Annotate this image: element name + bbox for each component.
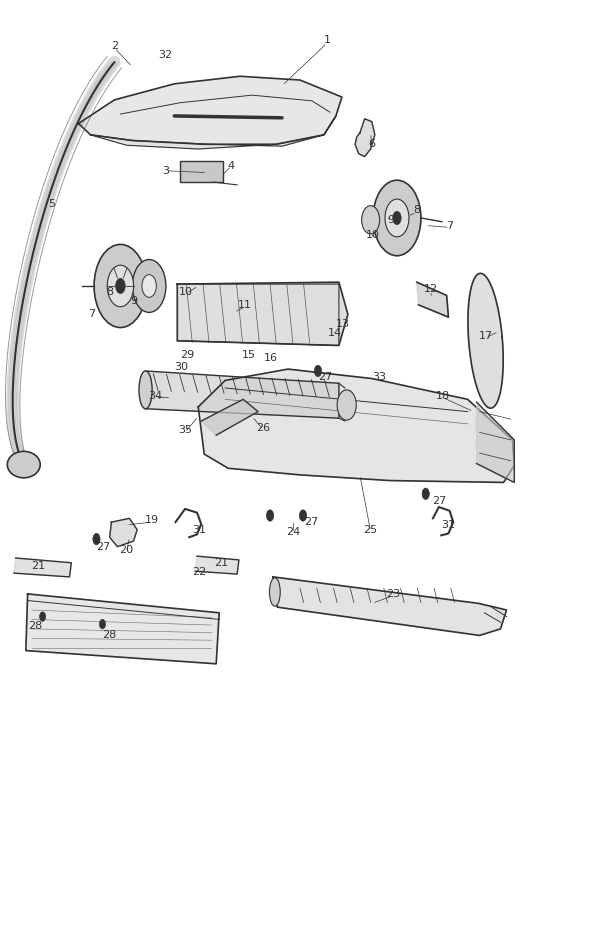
Text: 2: 2 (111, 41, 118, 51)
Text: 8: 8 (106, 287, 113, 297)
Polygon shape (417, 282, 448, 317)
Text: 26: 26 (256, 423, 270, 432)
Text: 17: 17 (479, 331, 493, 341)
Polygon shape (26, 594, 219, 664)
Text: 34: 34 (148, 391, 162, 400)
Polygon shape (273, 577, 506, 636)
Circle shape (116, 278, 125, 293)
Text: 16: 16 (264, 353, 278, 362)
Circle shape (314, 365, 322, 377)
Text: 24: 24 (286, 527, 300, 536)
Text: 11: 11 (238, 300, 252, 310)
Text: 31: 31 (442, 520, 455, 530)
Text: 21: 21 (214, 558, 228, 568)
Circle shape (142, 274, 157, 297)
Text: 5: 5 (48, 199, 55, 209)
Ellipse shape (269, 578, 280, 606)
Polygon shape (355, 119, 375, 156)
Text: 4: 4 (227, 161, 235, 171)
Text: 7: 7 (446, 220, 453, 231)
Polygon shape (201, 399, 258, 435)
Ellipse shape (139, 371, 152, 409)
Circle shape (107, 265, 134, 307)
Text: 33: 33 (372, 372, 386, 381)
Text: 28: 28 (103, 630, 117, 640)
Text: 32: 32 (158, 50, 172, 61)
Circle shape (337, 390, 356, 420)
Circle shape (373, 180, 421, 255)
Polygon shape (476, 402, 514, 482)
Polygon shape (146, 371, 339, 418)
Text: 8: 8 (413, 205, 420, 216)
Text: 1: 1 (323, 35, 331, 45)
Circle shape (299, 510, 307, 521)
Text: 22: 22 (193, 568, 206, 577)
Text: 27: 27 (304, 517, 318, 527)
Text: 27: 27 (318, 372, 332, 381)
Circle shape (40, 612, 46, 622)
Text: 31: 31 (193, 525, 206, 534)
Text: 9: 9 (130, 296, 137, 307)
Text: 7: 7 (88, 309, 95, 320)
Text: 13: 13 (336, 319, 350, 329)
Circle shape (385, 199, 409, 236)
Polygon shape (91, 116, 336, 149)
Polygon shape (198, 369, 514, 482)
Text: 27: 27 (97, 542, 111, 552)
Text: 10: 10 (179, 287, 193, 297)
Circle shape (94, 244, 147, 327)
Polygon shape (79, 77, 342, 145)
Text: 28: 28 (28, 621, 43, 631)
Text: 25: 25 (364, 525, 377, 534)
Polygon shape (468, 273, 503, 408)
Polygon shape (110, 518, 137, 547)
Text: 20: 20 (119, 546, 133, 555)
Text: 18: 18 (436, 391, 449, 400)
Circle shape (393, 211, 401, 224)
Text: 23: 23 (386, 589, 400, 599)
Text: 9: 9 (388, 215, 395, 225)
Text: 10: 10 (366, 230, 380, 240)
Text: 19: 19 (145, 516, 158, 525)
Polygon shape (195, 556, 239, 574)
Text: 21: 21 (31, 561, 45, 570)
Circle shape (422, 488, 430, 499)
Polygon shape (177, 282, 348, 345)
Text: 35: 35 (178, 426, 192, 435)
Text: 15: 15 (242, 350, 256, 359)
Bar (180, 161, 223, 182)
Circle shape (266, 510, 274, 521)
Text: 3: 3 (162, 166, 169, 176)
Text: 14: 14 (328, 328, 342, 339)
Text: 27: 27 (432, 497, 446, 506)
Text: 12: 12 (424, 284, 437, 294)
Text: 6: 6 (368, 139, 376, 149)
Circle shape (93, 534, 100, 545)
Text: 29: 29 (181, 350, 194, 359)
Circle shape (362, 205, 380, 234)
Circle shape (133, 259, 166, 312)
Polygon shape (14, 558, 71, 577)
Circle shape (100, 620, 106, 629)
Text: 30: 30 (175, 362, 188, 372)
Ellipse shape (7, 451, 40, 478)
